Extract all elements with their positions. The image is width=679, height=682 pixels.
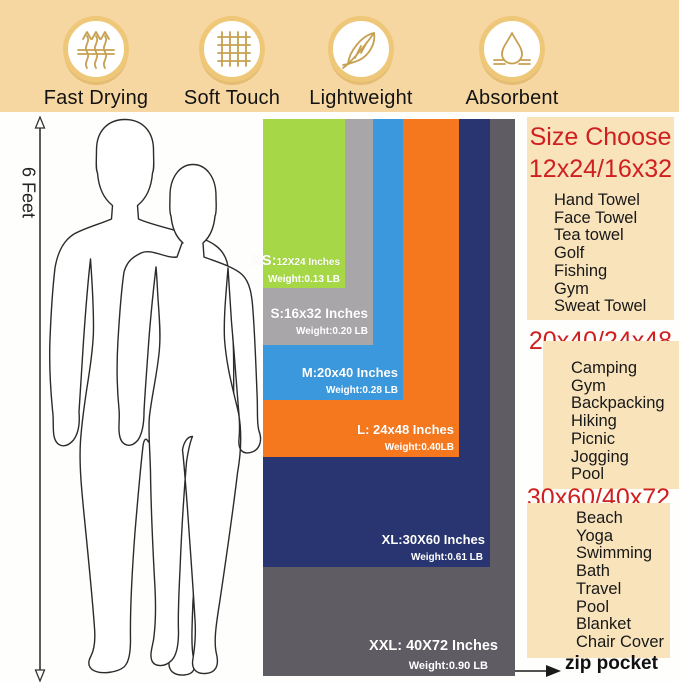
usage-item: Travel — [576, 579, 622, 598]
usage-item: Gym — [571, 376, 606, 395]
usage-item: Chair Cover — [576, 632, 665, 651]
feature-circle — [479, 16, 545, 82]
towel-weight-label: Weight:0.61 LB — [410, 552, 483, 563]
towel-size-label: XS:12X24 Inches — [251, 252, 340, 269]
usage-item: Pool — [576, 597, 610, 616]
feature-label: Lightweight — [309, 87, 413, 109]
feature-lightweight: Lightweight — [291, 0, 431, 110]
usage-item: Jogging — [571, 447, 629, 466]
usage-item: Golf — [554, 244, 585, 263]
towel-weight-label: Weight:0.20 LB — [295, 326, 368, 337]
towel-xs: XS:12X24 Inches Weight:0.13 LB — [252, 119, 345, 288]
feather-icon — [342, 32, 376, 69]
feature-fast-drying: Fast Drying — [26, 0, 166, 110]
size-guide-panel-large: Beach Yoga Swimming Bath Travel Pool Blanket Ch… — [527, 503, 670, 658]
towel-size-label: XXL: 40X72 Inches — [369, 638, 498, 654]
usage-item: Sweat Towel — [554, 297, 647, 316]
weave-icon — [217, 31, 251, 67]
usage-item: Face Towel — [554, 208, 638, 227]
feature-label: Absorbent — [465, 87, 559, 109]
usage-list-large: Beach Yoga Swimming Bath Travel Pool Blanket Ch… — [576, 509, 670, 652]
feature-label: Fast Drying — [43, 87, 149, 109]
usage-item: Beach — [576, 509, 623, 527]
usage-item: Fishing — [554, 261, 608, 280]
height-arrow — [34, 116, 46, 682]
woman-outline — [116, 163, 262, 675]
usage-list-medium: Camping Gym Backpacking Hiking Picnic Jogging… — [571, 359, 679, 484]
usage-item: Bath — [576, 562, 610, 581]
towel-size-label: M:20x40 Inches — [301, 365, 398, 380]
feature-absorbent: Absorbent — [442, 0, 582, 110]
size-guide-panel-medium: Camping Gym Backpacking Hiking Picnic Jogging… — [543, 341, 679, 489]
towel-size-label: XL:30X60 Inches — [381, 532, 485, 547]
zip-pocket-label: zip pocket — [565, 653, 658, 674]
feature-circle — [328, 16, 394, 82]
droplet-icon — [493, 32, 531, 65]
human-figures — [48, 118, 262, 676]
usage-item: Camping — [571, 359, 638, 377]
feature-banner: Fast Drying Soft Touch — [0, 0, 679, 112]
feature-circle — [199, 16, 265, 82]
towel-weight-label: Weight:0.40LB — [384, 442, 454, 453]
towel-weight-label: Weight:0.13 LB — [267, 274, 340, 285]
feature-label: Soft Touch — [183, 87, 281, 109]
feature-circle — [63, 16, 129, 82]
usage-item: Hiking — [571, 412, 617, 431]
usage-item: Gym — [554, 279, 589, 298]
usage-item: Hand Towel — [554, 191, 640, 209]
usage-item: Tea towel — [554, 226, 624, 245]
height-label: 6 Feet — [18, 166, 39, 219]
usage-item: Pool — [571, 465, 605, 484]
steam-icon — [77, 31, 115, 69]
usage-list-small: Hand Towel Face Towel Tea towel Golf Fishing… — [527, 191, 674, 316]
usage-item: Picnic — [571, 429, 616, 448]
size-guide-title: Size Choose — [529, 123, 672, 151]
usage-item: Blanket — [576, 615, 632, 634]
towel-size-label: L: 24x48 Inches — [357, 422, 454, 437]
usage-item: Backpacking — [571, 394, 665, 413]
size-guide-panel-small: Size Choose 12x24/16x32 Hand Towel Face T… — [527, 117, 674, 320]
usage-item: Swimming — [576, 544, 653, 563]
size-header-small: 12x24/16x32 — [528, 155, 673, 183]
usage-item: Yoga — [576, 526, 614, 545]
towel-size-label: S:16x32 Inches — [270, 306, 368, 321]
towel-weight-label: Weight:0.90 LB — [408, 660, 488, 672]
feature-soft-touch: Soft Touch — [162, 0, 302, 110]
towel-weight-label: Weight:0.28 LB — [325, 385, 398, 396]
